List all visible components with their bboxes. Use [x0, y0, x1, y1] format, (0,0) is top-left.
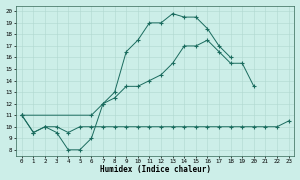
X-axis label: Humidex (Indice chaleur): Humidex (Indice chaleur) — [100, 165, 211, 174]
